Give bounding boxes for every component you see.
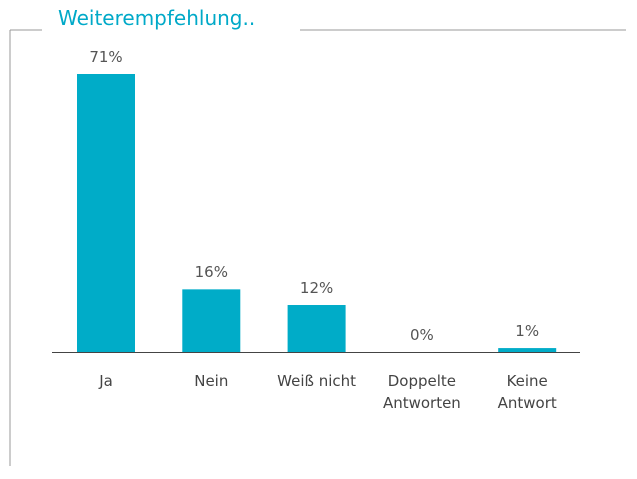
bar (77, 74, 135, 352)
x-tick-label: Nein (194, 372, 229, 390)
value-label: 0% (409, 326, 434, 344)
x-tick-label: Doppelte Antworten (382, 372, 461, 412)
x-tick-label: Ja (99, 372, 113, 390)
bar (182, 289, 241, 352)
x-tick-label: Weiß nicht (277, 372, 357, 390)
value-label: 12% (299, 279, 334, 297)
bar (498, 348, 557, 352)
chart-title: Weiterempfehlung.. (58, 6, 256, 30)
x-tick-label: Keine Antwort (497, 372, 557, 412)
value-label: 1% (515, 322, 540, 341)
bar (287, 305, 346, 352)
value-label: 71% (89, 48, 123, 66)
value-label: 16% (194, 263, 228, 282)
